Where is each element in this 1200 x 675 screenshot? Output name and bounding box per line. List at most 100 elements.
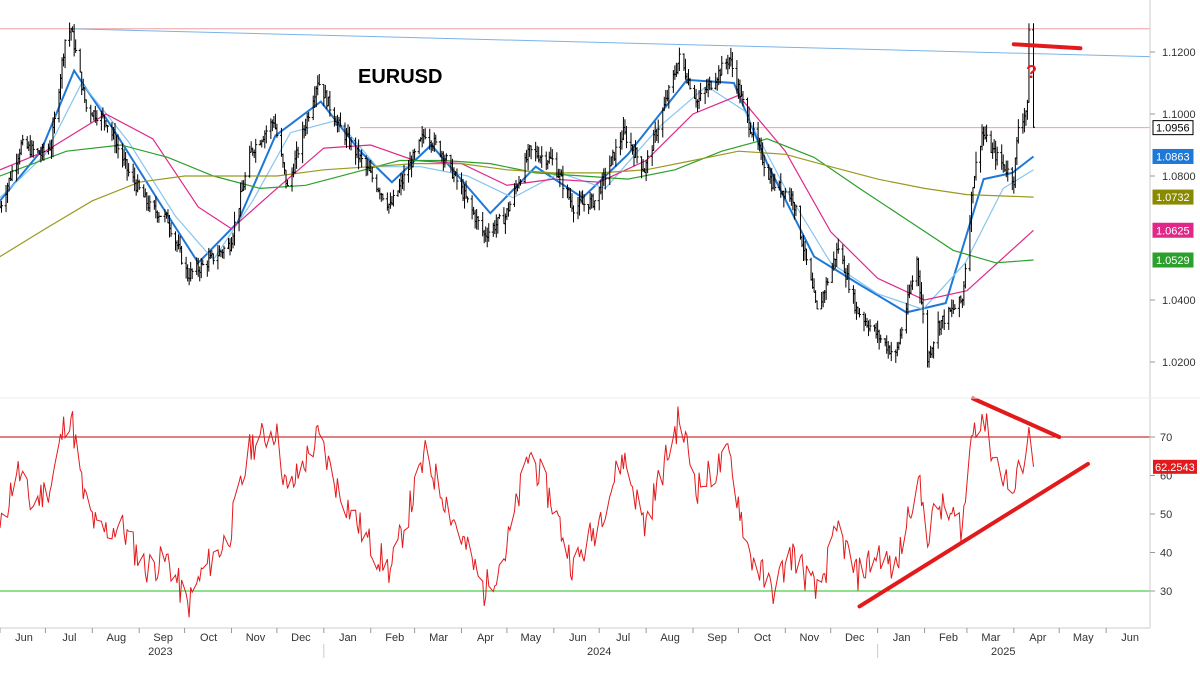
ohlc-bar <box>74 39 78 53</box>
ohlc-bar <box>699 82 703 102</box>
ohlc-bars <box>0 22 1035 368</box>
ohlc-bar <box>476 215 480 230</box>
price-y-tick-label: 1.1200 <box>1162 47 1196 59</box>
price-y-tick-label: 1.0800 <box>1162 171 1196 183</box>
moving-average-line-4 <box>0 138 1034 264</box>
x-month-label: Apr <box>477 632 494 644</box>
last-value-badge <box>1152 148 1194 164</box>
ohlc-bar <box>720 55 724 76</box>
x-month-label: Apr <box>1029 632 1046 644</box>
rsi-y-tick-label: 30 <box>1160 586 1172 598</box>
ohlc-bar <box>741 91 745 107</box>
rsi-last-value-label: 62.2543 <box>1155 462 1195 474</box>
ohlc-bar <box>603 167 607 190</box>
ohlc-bar <box>243 172 247 191</box>
last-value-badge <box>1152 120 1194 136</box>
ohlc-bar <box>423 128 427 140</box>
rsi-y-tick-label: 70 <box>1160 432 1172 444</box>
x-month-label: Dec <box>291 632 311 644</box>
ohlc-bar <box>942 309 946 330</box>
ohlc-bar <box>349 137 353 151</box>
ohlc-bar <box>137 179 141 190</box>
x-month-label: Jan <box>893 632 911 644</box>
rsi-markup-line-0 <box>970 396 1062 439</box>
ohlc-bar <box>1006 160 1010 182</box>
ohlc-bar <box>826 278 830 286</box>
x-year-label: 2024 <box>587 646 611 658</box>
ohlc-bar <box>709 80 713 91</box>
ohlc-bar <box>974 151 978 181</box>
x-month-label: Mar <box>429 632 448 644</box>
x-month-label: Jun <box>1121 632 1139 644</box>
x-month-label: Aug <box>660 632 680 644</box>
x-year-label: 2023 <box>148 646 172 658</box>
ohlc-bar <box>582 194 586 212</box>
x-month-label: Oct <box>754 632 771 644</box>
rsi-y-tick-label: 40 <box>1160 548 1172 560</box>
ohlc-bar <box>1027 23 1031 103</box>
last-value-badge <box>1152 252 1194 268</box>
ohlc-bar <box>434 134 438 146</box>
ohlc-bar <box>963 263 967 289</box>
ohlc-bar <box>529 145 533 160</box>
ohlc-bar <box>519 179 523 186</box>
ohlc-bar <box>264 125 268 144</box>
ohlc-bar <box>593 200 597 211</box>
ohlc-bar <box>307 111 311 122</box>
ohlc-bar <box>614 139 618 167</box>
ohlc-bar <box>370 166 374 183</box>
ohlc-bar <box>10 165 14 182</box>
ohlc-bar <box>211 253 215 265</box>
ohlc-bar <box>857 307 861 318</box>
rsi-last-value-badge <box>1153 459 1197 474</box>
last-value-label: 1.0625 <box>1156 225 1190 237</box>
ohlc-bar <box>847 263 851 294</box>
ohlc-bar <box>794 204 798 217</box>
ohlc-bar <box>42 142 46 161</box>
ohlc-bar <box>783 187 787 200</box>
x-month-label: May <box>1073 632 1094 644</box>
ohlc-bar <box>900 327 904 339</box>
ohlc-bar <box>148 195 152 213</box>
ohlc-bar <box>730 52 734 78</box>
ohlc-bar <box>275 123 279 138</box>
ohlc-bar <box>381 193 385 201</box>
ohlc-bar <box>169 222 173 237</box>
ohlc-bar <box>868 319 872 332</box>
x-month-label: Jul <box>62 632 76 644</box>
question-mark-annotation: ? <box>1026 62 1037 82</box>
ohlc-bar <box>296 146 300 158</box>
ohlc-bar <box>688 77 692 90</box>
ohlc-bar <box>466 196 470 203</box>
ohlc-bar <box>667 84 671 109</box>
ohlc-bar <box>815 300 819 310</box>
ohlc-bar <box>78 48 82 73</box>
ohlc-bar <box>190 268 194 280</box>
last-value-label: 1.0863 <box>1156 151 1190 163</box>
moving-average-line-2 <box>0 81 1034 310</box>
ohlc-bar <box>328 90 332 117</box>
rsi-y-tick-label: 50 <box>1160 509 1172 521</box>
ohlc-bar <box>21 134 25 146</box>
x-month-label: Feb <box>939 632 958 644</box>
ohlc-bar <box>180 245 184 265</box>
ohlc-bar <box>497 213 501 219</box>
ohlc-bar <box>360 149 364 168</box>
ohlc-bar <box>540 146 544 168</box>
ohlc-bar <box>402 164 406 191</box>
ohlc-bar <box>879 334 883 343</box>
ohlc-bar <box>31 140 35 158</box>
price-y-tick-label: 1.1000 <box>1162 109 1196 121</box>
price-y-tick-label: 1.0400 <box>1162 295 1196 307</box>
x-year-label: 2025 <box>991 646 1015 658</box>
ohlc-bar <box>1031 23 1035 128</box>
price-trendline <box>71 28 1151 58</box>
ohlc-bar <box>561 165 565 199</box>
rsi-markup-line-1 <box>857 461 1090 609</box>
ohlc-bar <box>921 294 925 324</box>
ohlc-bar <box>889 341 893 362</box>
last-value-label: 1.0732 <box>1156 192 1190 204</box>
ohlc-bar <box>338 112 342 127</box>
